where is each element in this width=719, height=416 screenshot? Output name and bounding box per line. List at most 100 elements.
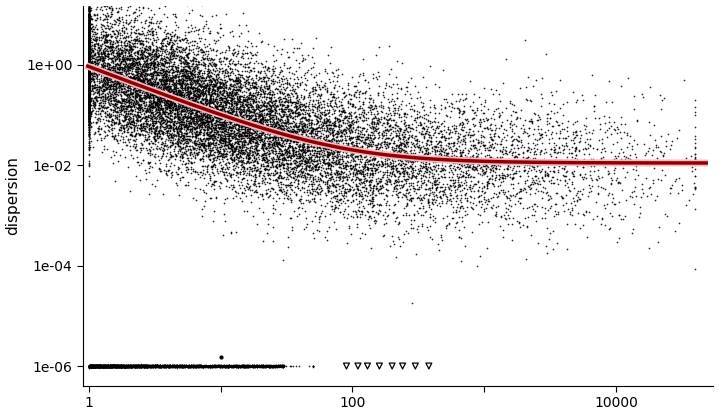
Point [121,54,132,61]
Point [204,104,216,110]
Point [339,144,350,151]
Point [193,124,205,131]
Point [127,114,139,121]
Point [96,363,107,370]
Point [231,107,242,114]
Point [99,80,110,87]
Point [93,363,104,369]
Point [132,118,143,124]
Point [487,110,498,117]
Point [207,85,219,92]
Point [333,156,344,162]
Point [109,80,121,87]
Point [186,124,198,131]
Point [151,30,162,37]
Point [188,92,200,98]
Point [209,111,221,117]
Point [89,0,101,2]
Point [220,78,232,85]
Point [207,137,219,144]
Point [436,128,447,134]
Point [252,106,264,113]
Point [269,362,280,369]
Point [287,107,298,114]
Point [186,108,197,114]
Point [250,363,262,370]
Point [137,42,149,49]
Point [319,98,330,104]
Point [263,362,275,369]
Point [83,81,95,87]
Point [242,63,254,70]
Point [99,62,111,69]
Point [90,96,101,103]
Point [354,148,365,154]
Point [188,128,200,135]
Point [441,155,453,162]
Point [183,63,194,70]
Point [332,180,344,187]
Point [213,362,224,369]
Point [202,132,214,139]
Point [239,81,251,88]
Point [197,363,209,369]
Point [161,362,173,369]
Point [570,145,582,152]
Point [215,363,226,369]
Point [183,62,195,69]
Point [127,40,139,47]
Point [248,130,260,136]
Point [91,363,103,370]
Point [290,144,302,151]
Point [83,12,95,19]
Point [216,84,228,90]
Point [83,96,95,103]
Point [218,363,229,369]
Point [157,134,168,141]
Point [507,184,518,191]
Point [411,115,423,121]
Point [161,362,173,369]
Point [278,154,290,161]
Point [377,92,389,98]
Point [261,190,273,197]
Point [145,112,156,119]
Point [173,71,185,77]
Point [157,116,168,123]
Point [83,103,95,109]
Point [270,107,282,114]
Point [580,126,591,132]
Point [609,201,620,207]
Point [359,173,370,180]
Point [85,363,96,370]
Point [283,129,295,135]
Point [101,53,112,59]
Point [238,126,249,132]
Point [177,149,188,155]
Point [83,89,95,95]
Point [138,94,150,101]
Point [324,150,335,157]
Point [314,125,326,131]
Point [132,109,144,115]
Point [83,82,95,89]
Point [134,106,146,113]
Point [275,178,287,185]
Point [482,124,493,131]
Point [148,83,160,90]
Point [83,74,95,81]
Point [121,55,132,62]
Point [100,74,111,81]
Point [224,65,236,72]
Point [191,152,202,158]
Point [224,362,236,369]
Point [350,183,362,189]
Point [388,150,400,156]
Point [114,87,125,93]
Point [188,363,200,369]
Point [418,134,429,140]
Point [259,363,270,369]
Point [475,204,487,210]
Point [140,108,152,114]
Point [326,173,337,180]
